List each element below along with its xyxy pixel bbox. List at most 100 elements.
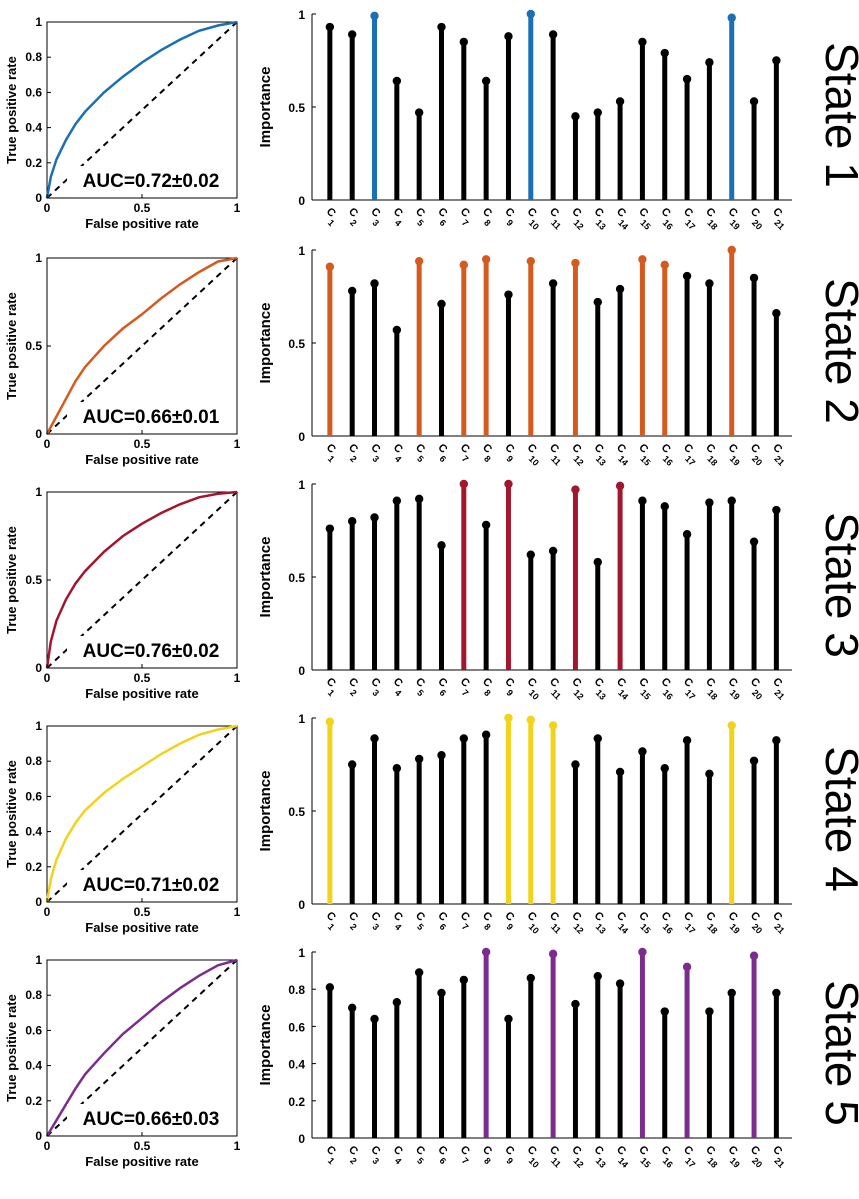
- roc-curve: [45, 256, 238, 435]
- category-number: 4: [393, 688, 404, 699]
- category-label-1: C1: [319, 442, 342, 465]
- category-number: 21: [772, 1156, 786, 1170]
- stem-marker-10: [526, 9, 535, 19]
- roc-x-tick-label: 1: [234, 201, 241, 215]
- state-label: State 3: [816, 512, 859, 658]
- category-label-9: C9: [498, 206, 521, 229]
- category-label-11: C11: [543, 1144, 569, 1170]
- stem-marker-21: [772, 505, 781, 515]
- category-prefix: C: [770, 1144, 784, 1158]
- category-label-21: C21: [766, 910, 792, 936]
- category-label-11: C11: [543, 442, 569, 468]
- category-prefix: C: [569, 910, 583, 924]
- category-prefix: C: [368, 1144, 382, 1158]
- stem-marker-5: [414, 968, 424, 977]
- category-label-19: C19: [721, 676, 747, 702]
- category-label-18: C18: [699, 1144, 725, 1170]
- category-number: 16: [661, 454, 675, 468]
- category-number: 20: [750, 454, 764, 468]
- category-prefix: C: [346, 206, 360, 220]
- roc-y-tick-label: 1: [35, 953, 42, 967]
- category-prefix: C: [458, 676, 472, 690]
- category-number: 15: [638, 218, 652, 232]
- category-prefix: C: [703, 206, 717, 220]
- stem-marker-14: [615, 481, 625, 491]
- stem-marker-1: [325, 983, 335, 992]
- category-label-9: C9: [498, 676, 521, 699]
- auc-label: AUC=0.66±0.01: [83, 407, 220, 428]
- category-number: 12: [571, 922, 585, 936]
- roc-y-tick-label: 0: [35, 191, 42, 205]
- category-number: 3: [370, 922, 381, 933]
- category-label-3: C3: [364, 206, 387, 229]
- category-number: 5: [415, 922, 426, 933]
- stem-marker-9: [504, 479, 513, 489]
- roc-x-axis-title: False positive rate: [85, 686, 198, 701]
- roc-y-tick-label: 1: [35, 15, 42, 29]
- importance-y-axis-title: Importance: [257, 771, 274, 852]
- stem-marker-16: [660, 764, 669, 773]
- stem-marker-20: [749, 951, 759, 960]
- stem-marker-8: [481, 730, 491, 739]
- category-number: 10: [527, 922, 541, 936]
- importance-y-axis-title: Importance: [257, 67, 274, 148]
- stem-marker-4: [392, 998, 402, 1007]
- roc-y-axis-title: True positive rate: [4, 292, 19, 400]
- category-number: 16: [661, 1156, 675, 1170]
- category-label-20: C20: [744, 442, 770, 468]
- stem-marker-15: [638, 255, 647, 264]
- category-number: 18: [705, 454, 719, 468]
- roc-y-tick-label: 0: [35, 1129, 42, 1143]
- stem-marker-17: [682, 74, 692, 84]
- importance-plot: 00.51ImportanceC1C2C3C4C5C6C7C8C9C10C11C…: [257, 244, 792, 468]
- category-prefix: C: [726, 676, 740, 690]
- stem-marker-1: [325, 717, 335, 726]
- category-label-18: C18: [699, 676, 725, 702]
- roc-curve: [45, 490, 238, 669]
- category-label-3: C3: [364, 676, 387, 699]
- category-prefix: C: [681, 442, 695, 456]
- category-label-4: C4: [386, 676, 409, 699]
- category-number: 9: [504, 922, 515, 933]
- category-label-14: C14: [610, 442, 636, 468]
- category-prefix: C: [413, 206, 427, 220]
- auc-label: AUC=0.72±0.02: [83, 171, 220, 192]
- importance-y-axis-title: Importance: [257, 1005, 274, 1086]
- category-prefix: C: [592, 206, 606, 220]
- category-label-18: C18: [699, 206, 725, 232]
- category-number: 12: [571, 454, 585, 468]
- category-prefix: C: [592, 442, 606, 456]
- roc-y-tick-label: 0.4: [25, 1059, 42, 1073]
- roc-plot: 0 0.5 1 0 0.2 0.4 0.6 0.8 1 False positive rate Tr…: [4, 953, 241, 1169]
- category-prefix: C: [659, 442, 673, 456]
- stem-marker-21: [772, 309, 781, 318]
- stem-marker-12: [571, 760, 580, 769]
- stem-marker-9: [504, 290, 513, 299]
- stem-marker-18: [705, 769, 714, 778]
- importance-y-tick-label: 0.6: [288, 1020, 305, 1034]
- category-number: 6: [437, 1156, 448, 1167]
- category-label-21: C21: [766, 442, 792, 468]
- stem-marker-14: [615, 979, 625, 988]
- category-number: 16: [661, 922, 675, 936]
- roc-x-tick-label: 0.5: [134, 905, 151, 919]
- category-prefix: C: [681, 910, 695, 924]
- category-label-8: C8: [476, 1144, 499, 1167]
- category-prefix: C: [458, 206, 472, 220]
- category-prefix: C: [748, 1144, 762, 1158]
- roc-y-tick-label: 1: [35, 719, 42, 733]
- category-label-16: C16: [654, 206, 680, 232]
- stem-marker-20: [749, 97, 759, 106]
- category-number: 19: [728, 688, 742, 702]
- roc-x-tick-label: 0.5: [134, 201, 151, 215]
- stem-marker-1: [325, 22, 335, 32]
- category-label-17: C17: [677, 442, 703, 468]
- category-prefix: C: [703, 442, 717, 456]
- category-number: 4: [393, 1156, 404, 1167]
- roc-y-tick-label: 0.6: [25, 789, 42, 803]
- importance-y-tick-label: 0: [298, 898, 305, 912]
- stem-marker-20: [749, 756, 759, 765]
- state-label: State 5: [816, 980, 859, 1126]
